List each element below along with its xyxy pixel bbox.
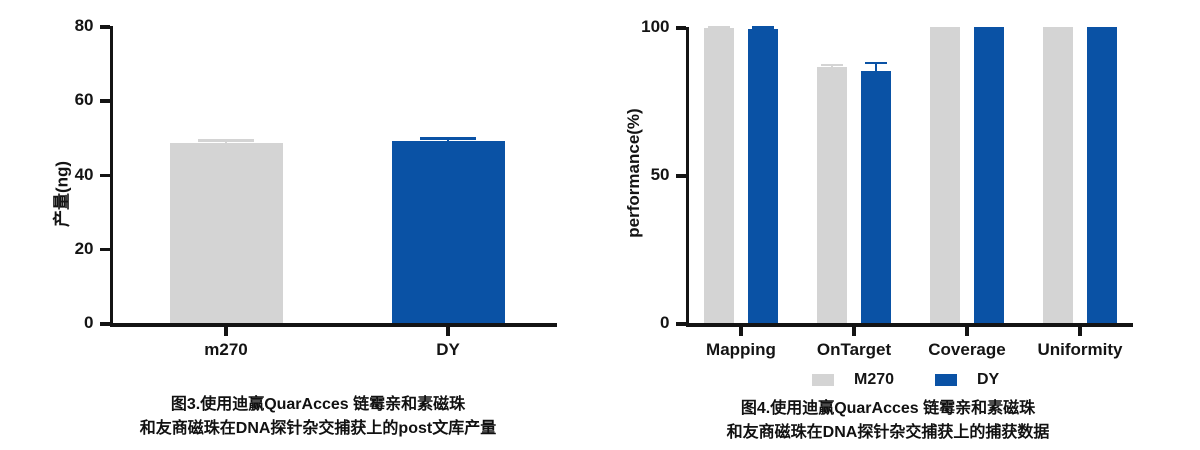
fig4-x-tick-1 xyxy=(852,326,856,336)
fig3-y-tick-label-40: 40 xyxy=(74,164,94,184)
fig4-x-tick-0 xyxy=(739,326,743,336)
figure3-caption: 图3.使用迪赢QuarAcces 链霉亲和素磁珠 和友商磁珠在DNA探针杂交捕获… xyxy=(68,393,568,441)
legend-item-m270: M270 xyxy=(812,372,894,388)
figure4-caption-line2: 和友商磁珠在DNA探针杂交捕获上的捕获数据 xyxy=(726,424,1050,441)
fig3-y-tick-label-80: 80 xyxy=(74,16,94,35)
fig4-y-tick-50 xyxy=(675,174,686,178)
legend-swatch-dy xyxy=(935,374,957,386)
bar-Mapping-DY xyxy=(748,29,778,323)
fig4-y-tick-label-100: 100 xyxy=(641,17,670,36)
bar-Uniformity-M270 xyxy=(1043,27,1073,323)
bar-OnTarget-DY xyxy=(861,71,891,323)
figure3-caption-line1: 图3.使用迪赢QuarAcces 链霉亲和素磁珠 xyxy=(170,396,466,413)
legend-label-dy: DY xyxy=(977,371,1000,388)
yield-chart: 0 20 40 60 80 m270 DY xyxy=(74,16,557,359)
fig3-x-axis-line xyxy=(109,323,557,327)
bar-OnTarget-DY-error-stem xyxy=(874,62,878,76)
fig4-x-tick-2 xyxy=(965,326,969,336)
bar-Mapping-DY-error-cap xyxy=(752,26,774,30)
legend-item-dy: DY xyxy=(935,372,999,388)
fig4-category-label-3: Uniformity xyxy=(1037,340,1123,359)
bar-m270-error-cap xyxy=(198,139,254,142)
fig4-x-tick-3 xyxy=(1078,326,1082,336)
figure4-caption: 图4.使用迪赢QuarAcces 链霉亲和素磁珠 和友商磁珠在DNA探针杂交捕获… xyxy=(638,397,1138,445)
fig3-y-tick-60 xyxy=(99,99,110,103)
bar-Mapping-M270 xyxy=(704,27,734,323)
fig3-x-tick-0 xyxy=(224,326,228,336)
fig4-y-axis-line xyxy=(685,27,689,327)
bar-OnTarget-M270-error-cap xyxy=(821,63,843,67)
fig3-y-tick-80 xyxy=(99,25,110,29)
fig3-y-tick-label-60: 60 xyxy=(74,90,94,110)
fig4-y-tick-100 xyxy=(675,26,686,30)
fig3-category-label-0: m270 xyxy=(204,340,248,359)
performance-chart-y-axis-title: performance(%) xyxy=(624,108,643,238)
fig3-y-axis-line xyxy=(109,26,113,327)
bar-Mapping-M270-error-cap xyxy=(708,25,730,29)
bar-OnTarget-DY-error-cap xyxy=(865,61,887,65)
bar-OnTarget-M270 xyxy=(817,67,847,323)
legend-label-m270: M270 xyxy=(854,371,895,388)
fig3-y-tick-0 xyxy=(99,322,110,326)
fig4-category-label-0: Mapping xyxy=(706,340,776,359)
fig3-x-tick-1 xyxy=(446,326,450,336)
legend-swatch-m270 xyxy=(812,374,834,386)
fig4-category-label-1: OnTarget xyxy=(816,340,892,359)
fig3-category-label-1: DY xyxy=(436,340,460,359)
fig3-y-tick-label-20: 20 xyxy=(74,238,94,258)
fig4-x-axis-line xyxy=(685,323,1133,327)
fig3-y-tick-label-0: 0 xyxy=(84,313,94,332)
figure4-caption-line1: 图4.使用迪赢QuarAcces 链霉亲和素磁珠 xyxy=(740,400,1036,417)
fig4-y-tick-0 xyxy=(675,322,686,326)
bar-m270 xyxy=(169,143,283,323)
figure3-caption-line2: 和友商磁珠在DNA探针杂交捕获上的post文库产量 xyxy=(139,420,497,437)
fig4-y-tick-label-50: 50 xyxy=(650,165,670,184)
fig3-y-tick-20 xyxy=(99,247,110,252)
fig3-y-tick-40 xyxy=(99,173,110,177)
bar-Coverage-DY xyxy=(974,27,1004,323)
bar-DY-error-cap xyxy=(420,136,476,140)
fig4-y-tick-label-0: 0 xyxy=(660,313,670,332)
fig4-category-label-2: Coverage xyxy=(928,340,1006,359)
bar-Uniformity-DY xyxy=(1087,27,1117,323)
bar-DY xyxy=(391,141,505,323)
bar-Coverage-M270 xyxy=(930,27,960,323)
